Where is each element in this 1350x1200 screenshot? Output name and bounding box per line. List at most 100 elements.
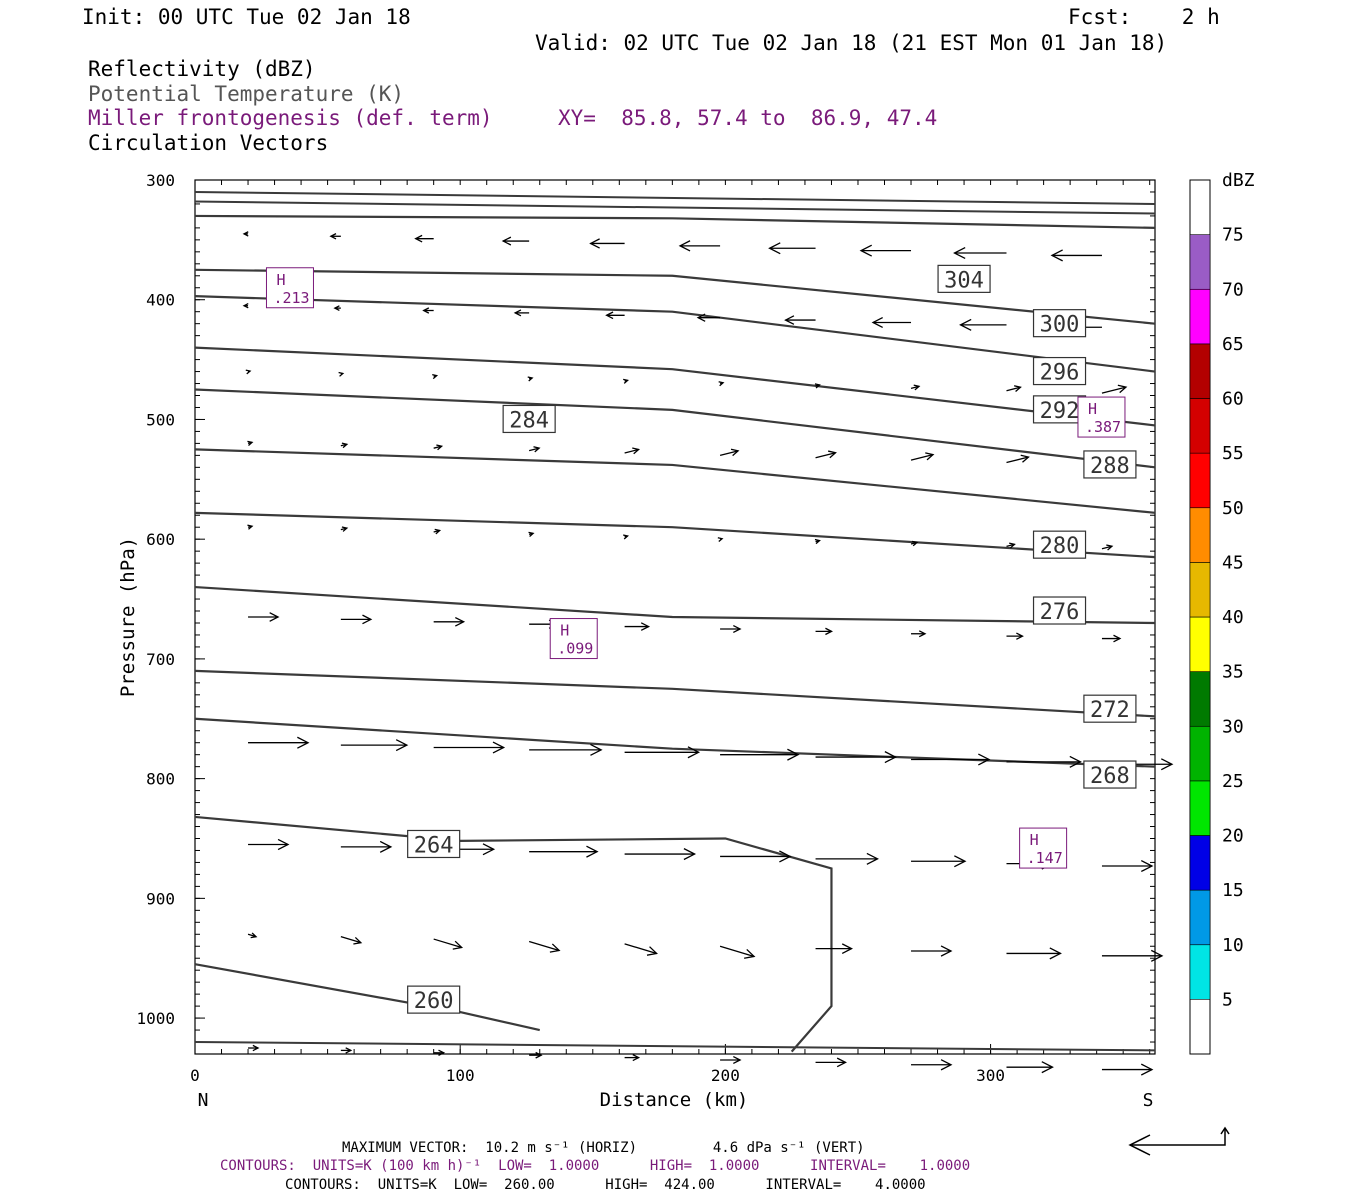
colorbar-swatch (1189, 562, 1211, 618)
circulation-vector (624, 943, 658, 956)
isentrope-label-box (1032, 596, 1087, 625)
isentrope-line (194, 717, 1156, 768)
vector-head (1069, 755, 1082, 768)
vector-head (787, 748, 800, 761)
vector-head (338, 371, 345, 377)
fronto-value: .213 (273, 289, 309, 307)
circulation-vector (414, 234, 434, 243)
vector-head (501, 236, 512, 246)
isentrope-label-text: 272 (1090, 698, 1130, 723)
circulation-vector (911, 1059, 953, 1071)
isentrope-label-text: 260 (414, 989, 454, 1014)
circulation-vector (624, 1054, 641, 1062)
isentrope-label: 300 (1032, 309, 1087, 338)
y-tick-label: 700 (146, 650, 175, 669)
vector-head (940, 1059, 953, 1071)
vector-shaft (340, 936, 362, 944)
isentrope-label: 260 (407, 985, 461, 1014)
circulation-vector (432, 373, 439, 380)
vector-head (696, 313, 706, 322)
vector-head (717, 537, 724, 543)
isentrope-label: 280 (1032, 530, 1087, 559)
vector-head (940, 945, 953, 957)
vector-head (1016, 632, 1024, 640)
vector-head (395, 739, 409, 752)
vector-shaft (719, 450, 739, 457)
vector-head (828, 450, 837, 459)
vector-head (623, 378, 630, 384)
colorbar-tick-label: 75 (1222, 225, 1244, 246)
isentrope-line (194, 200, 1156, 215)
circulation-vector (247, 440, 254, 446)
isentrope-line (194, 963, 540, 1032)
circulation-vector (678, 240, 721, 252)
fronto-contour-info: CONTOURS: UNITS=K (100 km h)⁻¹ LOW= 1.00… (220, 1158, 971, 1174)
vector-head (859, 244, 873, 257)
vector-head (1049, 947, 1062, 960)
circulation-vector (1006, 454, 1030, 464)
circulation-vector (623, 378, 630, 384)
vector-head (422, 307, 430, 314)
vector-head (586, 845, 599, 858)
vector-head (341, 442, 349, 449)
circulation-vector (911, 855, 967, 868)
circulation-vector (815, 751, 897, 764)
circulation-vector (528, 446, 541, 453)
vector-head (884, 751, 897, 764)
vector-head (482, 843, 496, 856)
circulation-vector (528, 531, 535, 537)
vector-head (784, 315, 795, 325)
circulation-vector (910, 540, 919, 547)
circulation-vector (696, 313, 721, 322)
vector-head (432, 373, 439, 380)
circulation-vector (784, 315, 816, 325)
vector-head (535, 1051, 543, 1059)
vector-shaft (1101, 545, 1113, 550)
isentrope-line (194, 1041, 1156, 1052)
vector-shaft (624, 943, 657, 955)
circulation-vector (624, 746, 701, 759)
circulation-vector (248, 1044, 260, 1052)
vector-head (1009, 542, 1016, 549)
forecast-hour: Fcst: 2 h (1068, 5, 1220, 29)
circulation-vector (717, 537, 724, 543)
vector-shaft (719, 945, 755, 958)
init-time: Init: 00 UTC Tue 02 Jan 18 (82, 5, 411, 29)
vector-head (1113, 634, 1122, 643)
circulation-vector (911, 945, 953, 957)
circulation-vector (340, 840, 393, 853)
vector-head (247, 524, 254, 530)
vector-head (341, 526, 349, 532)
circulation-vector (1101, 544, 1114, 551)
south-end-label: S (1143, 1090, 1154, 1111)
vector-head (414, 234, 423, 243)
circulation-vector (529, 1051, 543, 1059)
circulation-vector (340, 936, 363, 945)
vector-head (733, 624, 742, 634)
vector-head (492, 741, 506, 754)
fronto-box (549, 618, 598, 660)
isentrope-label: 276 (1032, 596, 1087, 625)
vector-head (623, 534, 630, 540)
vector-head (814, 383, 821, 389)
isentrope-line (194, 214, 1156, 229)
vector-shaft (815, 452, 836, 459)
circulation-vector (718, 381, 725, 387)
circulation-vector (911, 753, 991, 766)
vector-shaft (1006, 456, 1029, 464)
circulation-vector (433, 741, 506, 754)
vector-head (744, 948, 756, 959)
vector-head (1013, 385, 1022, 392)
circulation-vector (815, 852, 879, 865)
circulation-vector (1050, 249, 1102, 262)
colorbar-swatch (1189, 944, 1211, 1000)
vector-shaft (624, 448, 639, 454)
isentrope-label: 288 (1083, 450, 1137, 479)
colorbar-swatch (1189, 507, 1211, 563)
vector-head (814, 538, 821, 545)
fronto-box (1077, 396, 1126, 438)
circulation-vector (340, 614, 373, 625)
field-frontogenesis: Miller frontogenesis (def. term) (88, 106, 493, 130)
fronto-maximum: H.213 (265, 267, 314, 309)
vector-head (779, 850, 792, 863)
